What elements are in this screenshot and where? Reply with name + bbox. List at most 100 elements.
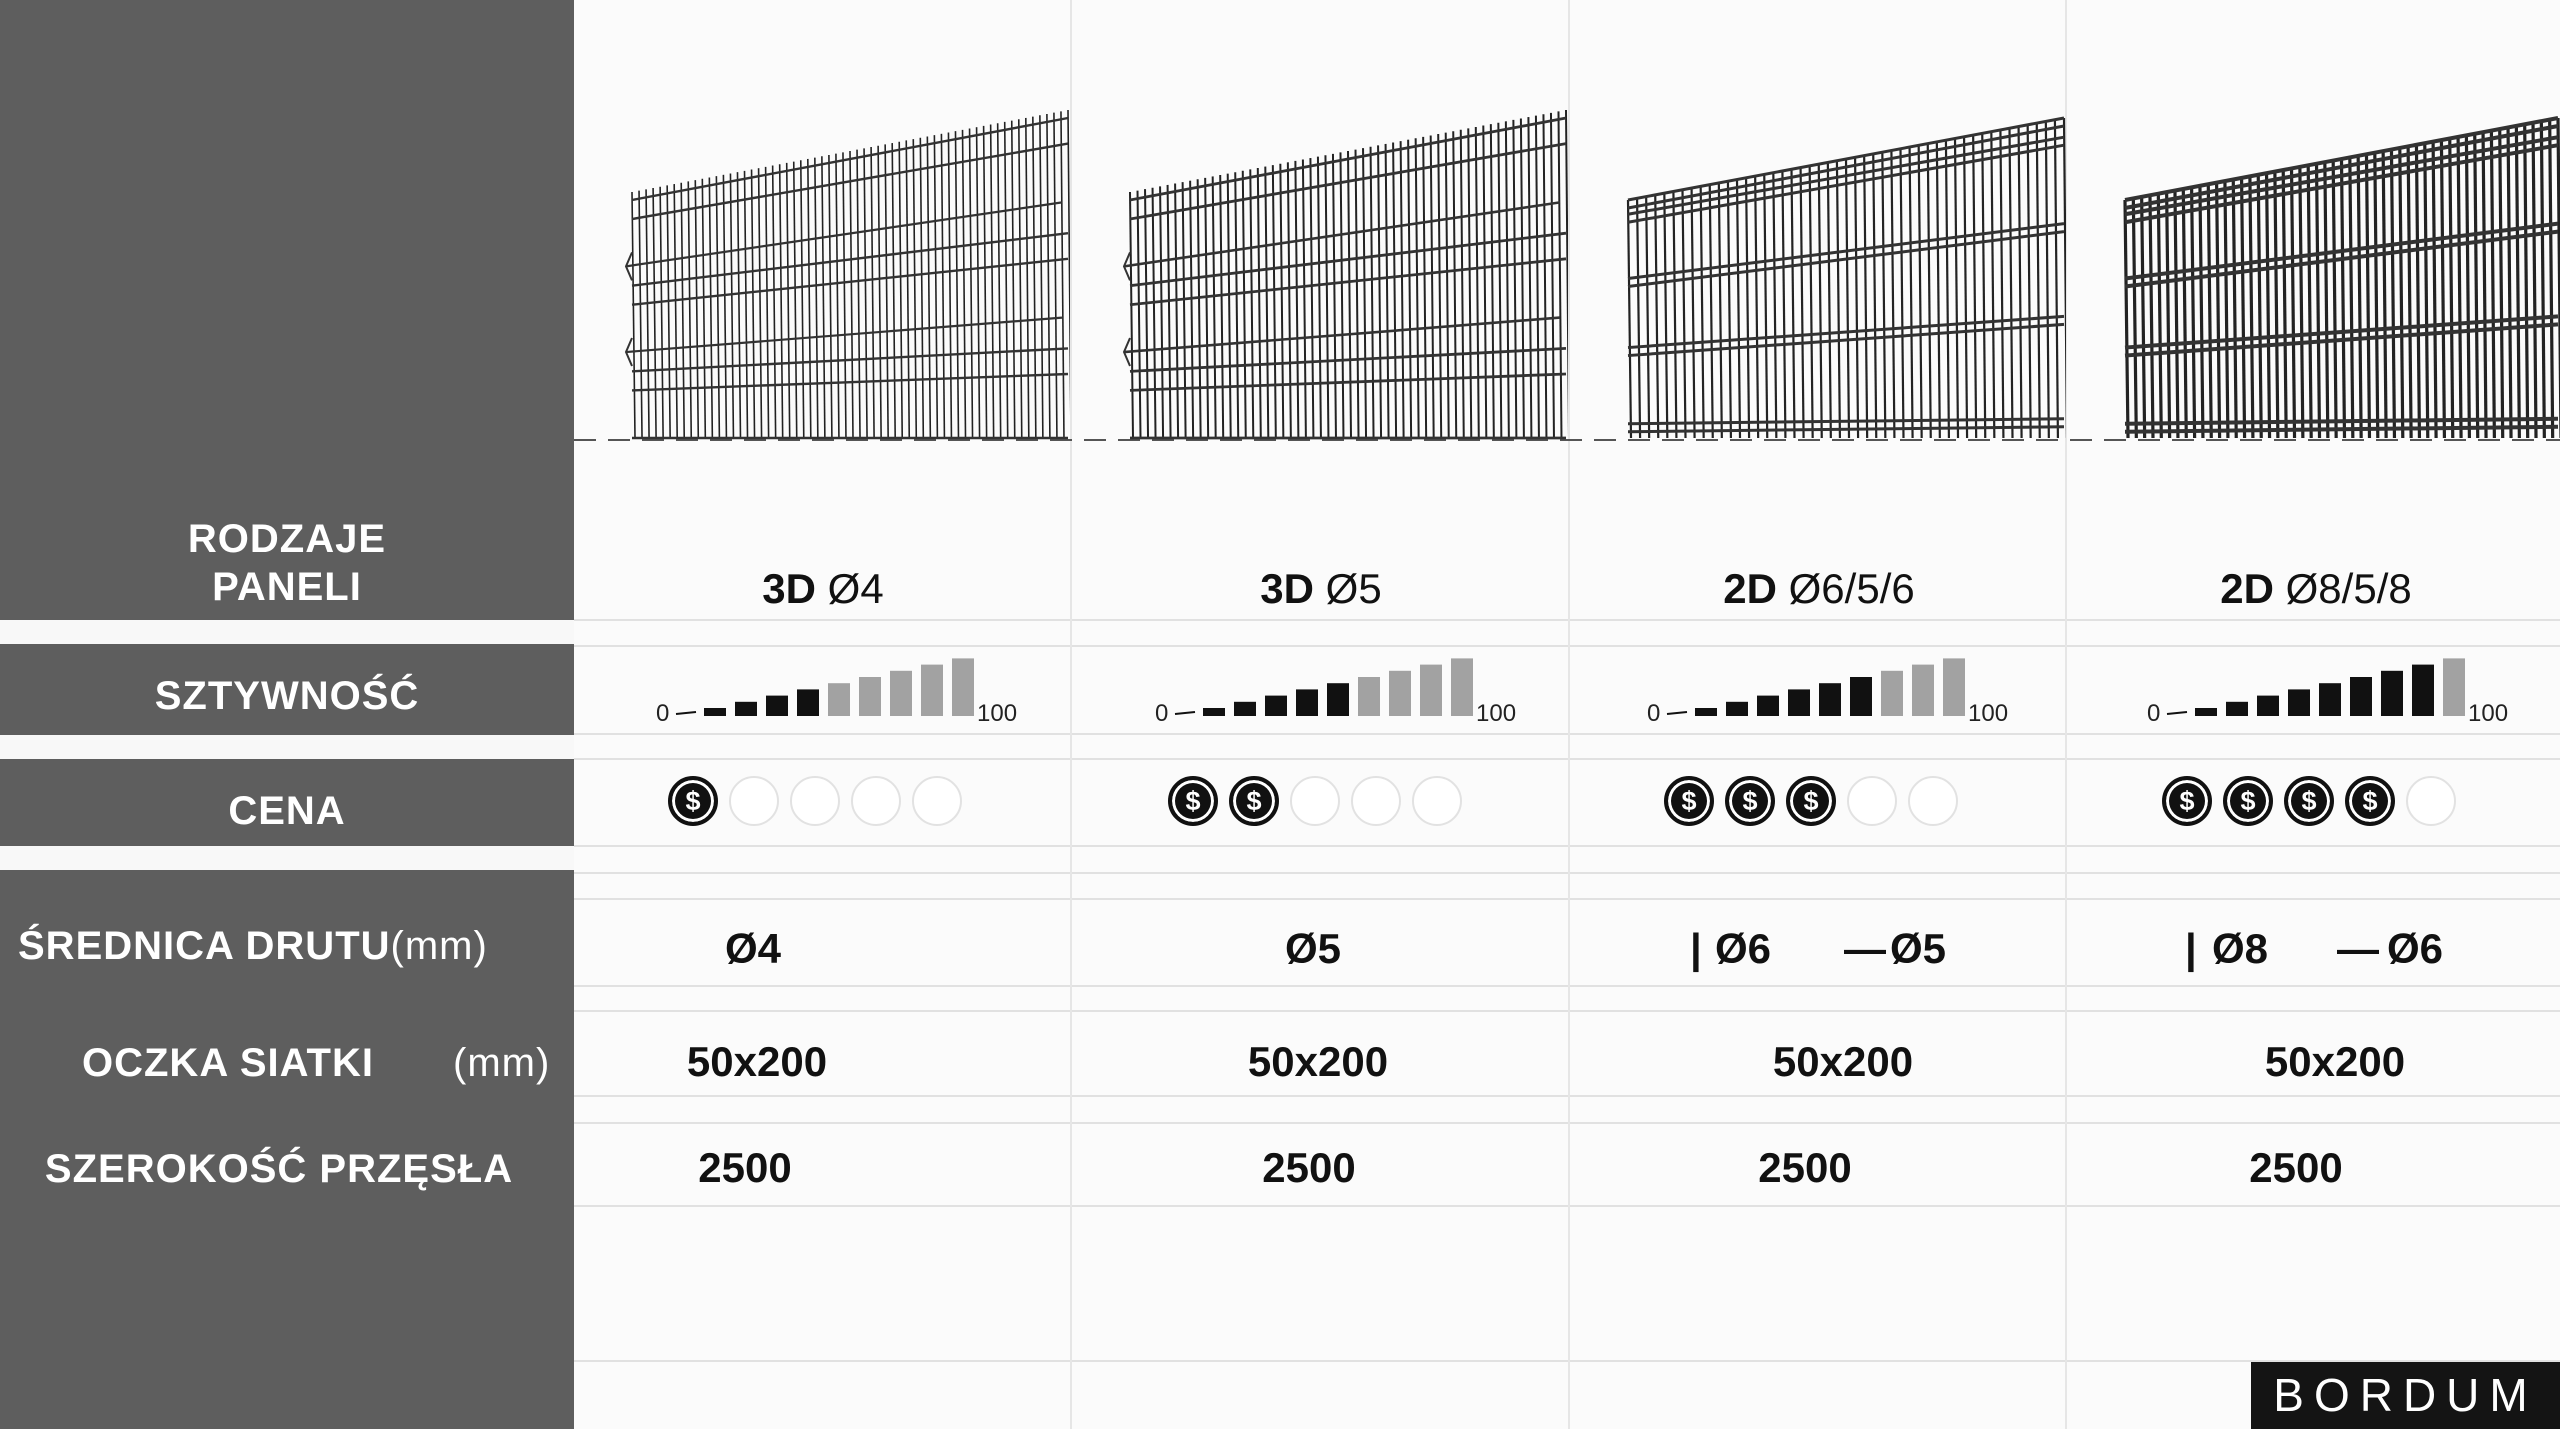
fence-wire: [2339, 158, 2347, 439]
fence-wire: [1339, 152, 1345, 439]
grid-line: [574, 1010, 2560, 1012]
stiffness-bar: [2350, 677, 2372, 716]
panel-column: 3D Ø4 0 100 $ Ø4 50x200 2500: [574, 0, 1072, 1429]
panel-column: 3D Ø5 0 100 $ $ Ø5 50x200 2500: [1072, 0, 1570, 1429]
fence-wire: [1626, 199, 1633, 439]
fence-wire: [2173, 190, 2180, 439]
fence-wire: [1467, 128, 1473, 439]
fence-wire: [2044, 121, 2050, 439]
fence-wire: [1699, 186, 1705, 439]
stiffness-bars: [675, 658, 974, 716]
stiffness-min-label: 0: [2147, 700, 2161, 727]
fence-wire: [2389, 149, 2397, 439]
fence-wire: [1429, 135, 1435, 439]
fence-wire: [989, 124, 995, 439]
fence-wire: [1392, 142, 1398, 439]
fence-wire: [1025, 117, 1030, 439]
fence-wire: [1256, 167, 1262, 439]
fence-wire: [1309, 158, 1315, 439]
fence-wire: [1354, 149, 1360, 439]
fence-wire: [1497, 122, 1503, 439]
stiffness-scale: 0 100: [574, 650, 1072, 735]
fence-wire: [2423, 143, 2430, 439]
fence-wire: [1863, 155, 1869, 439]
stiffness-max-label: 100: [2468, 700, 2509, 727]
fence-wire: [2373, 152, 2380, 439]
span-width-value: 2500: [698, 1144, 792, 1191]
fence-wire: [1627, 222, 2065, 281]
empty-coin-icon: [912, 776, 962, 826]
fence-wire: [1123, 201, 1561, 268]
fence-wire: [792, 161, 798, 439]
panel-name: Ø8/5/8: [2285, 565, 2412, 612]
stiffness-bar: [2195, 708, 2217, 716]
empty-coin-icon: [1412, 776, 1462, 826]
fence-wire: [1129, 142, 1567, 221]
fence-wire: [1067, 109, 1070, 417]
fence-wire: [631, 191, 636, 439]
fence-wire: [799, 160, 805, 439]
fence-wire: [1384, 143, 1390, 439]
fence-wire: [2239, 177, 2247, 439]
fence-wire: [2298, 166, 2305, 439]
stiffness-bars: [2166, 658, 2465, 716]
stiffness-scale: 0 100: [1570, 650, 2068, 735]
fence-wire: [625, 316, 1063, 354]
stiffness-bar: [2257, 695, 2279, 716]
fence-wire: [1204, 177, 1210, 439]
fence-wire: [1944, 140, 1951, 439]
stiffness-bar: [2412, 664, 2434, 716]
mesh-size-value: 50x200: [686, 1038, 828, 1085]
fence-wire: [2156, 193, 2163, 439]
fence-wire: [1422, 136, 1428, 439]
fence-wire: [1726, 181, 1733, 439]
fence-wire: [1452, 131, 1458, 439]
panel-title: 2D Ø8/5/8: [2067, 565, 2560, 613]
fence-wire: [982, 125, 988, 439]
fence-wire: [2190, 187, 2197, 439]
fence-wire: [898, 141, 904, 439]
fence-wire: [2281, 170, 2288, 439]
grid-line: [574, 1122, 2560, 1124]
fence-wire: [877, 145, 882, 439]
fence-wire: [1781, 170, 1787, 439]
fence-wire: [2489, 130, 2496, 439]
fence-wire: [1627, 124, 2065, 210]
fence-panel-image: [624, 109, 1070, 440]
dollar-coin-icon: $: [1168, 776, 1218, 826]
fence-wire: [1844, 158, 1851, 439]
grid-line: [574, 1205, 2560, 1207]
fence-wire: [1414, 138, 1420, 439]
stiffness-bar: [952, 658, 974, 716]
stiffness-bar: [859, 677, 881, 716]
price-rating: $ $: [1168, 776, 1462, 826]
fence-wire: [1826, 162, 1832, 439]
horizontal-wire-diameter: Ø6: [2387, 925, 2444, 972]
fence-wire: [1672, 191, 1678, 439]
dollar-coin-icon: $: [668, 776, 718, 826]
dollar-coin-icon: $: [1229, 776, 1279, 826]
fence-panel-image: [2123, 116, 2560, 439]
fence-wire: [2124, 116, 2559, 202]
stiffness-bar: [797, 689, 819, 716]
stiffness-bar: [735, 701, 757, 716]
fence-wire: [1962, 136, 1969, 439]
stiffness-bar: [1358, 677, 1380, 716]
span-width-value: 2500: [1262, 1144, 1356, 1191]
fence-wire: [1926, 143, 1932, 439]
fence-wire: [2356, 155, 2363, 439]
fence-wire: [1663, 193, 1669, 439]
fence-wire: [1972, 135, 1978, 439]
column-divider: [1568, 0, 1570, 1429]
span-width-value: 2500: [1758, 1144, 1852, 1191]
fence-wire: [1627, 322, 2065, 358]
fence-wire: [2256, 174, 2263, 439]
stiffness-bar: [1327, 683, 1349, 716]
fence-wire: [2008, 128, 2014, 439]
fence-wire: [1053, 112, 1058, 439]
fence-wire: [2289, 168, 2297, 439]
horizontal-wire-marker: —: [2337, 925, 2379, 972]
fence-wire: [2148, 195, 2155, 439]
fence-wire: [1129, 257, 1567, 307]
fence-wire: [1935, 141, 1941, 439]
